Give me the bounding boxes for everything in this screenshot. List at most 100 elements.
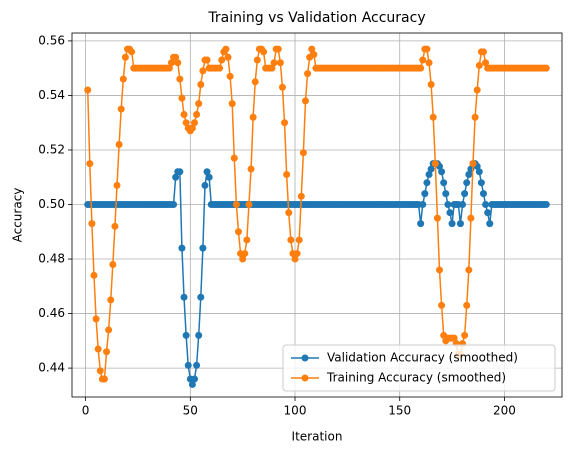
point: [222, 45, 230, 53]
point: [203, 56, 211, 64]
point: [188, 124, 196, 132]
point: [243, 236, 251, 244]
point: [425, 59, 433, 67]
point: [482, 201, 490, 209]
point: [486, 220, 494, 228]
point: [450, 334, 458, 342]
point: [299, 149, 307, 157]
point: [310, 51, 318, 59]
y-axis-label: Accuracy: [11, 188, 25, 243]
point: [475, 168, 483, 176]
point: [176, 75, 184, 83]
point: [427, 165, 435, 173]
plot-frame: [71, 32, 563, 398]
point: [128, 48, 136, 56]
y-tick-label: 0.48: [38, 252, 65, 266]
point: [484, 209, 492, 217]
legend-label: Training Accuracy (smoothed): [326, 371, 506, 385]
point: [172, 53, 180, 61]
point: [195, 331, 203, 339]
point: [281, 119, 289, 127]
point: [241, 250, 249, 258]
point: [115, 141, 123, 149]
chart-title: Training vs Validation Accuracy: [207, 10, 425, 26]
point: [471, 113, 479, 121]
point: [191, 119, 198, 127]
point: [199, 244, 207, 252]
point: [201, 181, 209, 189]
legend-box: [282, 344, 556, 392]
point: [438, 301, 446, 309]
point: [216, 64, 224, 72]
point: [465, 171, 473, 179]
x-tick-label: 100: [284, 404, 307, 418]
point: [234, 228, 242, 236]
legend-label: Validation Accuracy (smoothed): [327, 351, 518, 365]
point: [308, 45, 316, 53]
point: [479, 190, 487, 198]
point: [295, 236, 303, 244]
point: [425, 171, 433, 179]
point: [117, 105, 125, 113]
point: [249, 113, 257, 121]
point: [176, 168, 184, 176]
y-tick-label: 0.46: [38, 306, 65, 320]
point: [417, 220, 425, 228]
point: [203, 168, 211, 176]
point: [423, 45, 431, 53]
point: [107, 296, 115, 304]
point: [94, 345, 102, 353]
point: [260, 48, 268, 56]
point: [232, 201, 240, 209]
point: [423, 179, 431, 187]
point: [88, 220, 96, 228]
x-tick-label: 50: [183, 404, 198, 418]
point: [442, 190, 450, 198]
point: [438, 168, 446, 176]
point: [477, 179, 485, 187]
point: [270, 59, 278, 67]
point: [197, 81, 205, 89]
point: [446, 209, 454, 217]
point: [448, 220, 456, 228]
point: [174, 59, 182, 67]
point: [103, 348, 111, 356]
point: [287, 236, 295, 244]
point: [170, 201, 178, 209]
point: [427, 81, 435, 89]
y-tick-label: 0.50: [38, 197, 65, 211]
point: [431, 160, 439, 168]
point: [193, 111, 201, 119]
point: [121, 53, 129, 61]
point: [542, 64, 550, 72]
point: [482, 59, 490, 67]
point: [473, 86, 481, 94]
point: [304, 70, 312, 78]
point: [417, 64, 425, 72]
point: [167, 59, 175, 67]
x-tick-label: 150: [388, 404, 411, 418]
point: [111, 222, 119, 230]
point: [105, 326, 113, 334]
point: [205, 173, 213, 181]
point: [90, 271, 98, 279]
point: [92, 315, 100, 323]
point: [479, 48, 487, 56]
point: [239, 255, 247, 263]
point: [285, 209, 293, 217]
point: [433, 214, 441, 222]
point: [440, 179, 448, 187]
point: [276, 59, 284, 67]
point: [429, 113, 437, 121]
point: [251, 78, 259, 86]
point: [178, 244, 186, 252]
point: [245, 201, 253, 209]
y-tick-label: 0.54: [38, 88, 65, 102]
point: [165, 64, 173, 72]
point: [274, 45, 282, 53]
point: [461, 331, 469, 339]
point: [444, 201, 452, 209]
point: [180, 293, 188, 301]
y-tick-label: 0.56: [38, 33, 65, 47]
